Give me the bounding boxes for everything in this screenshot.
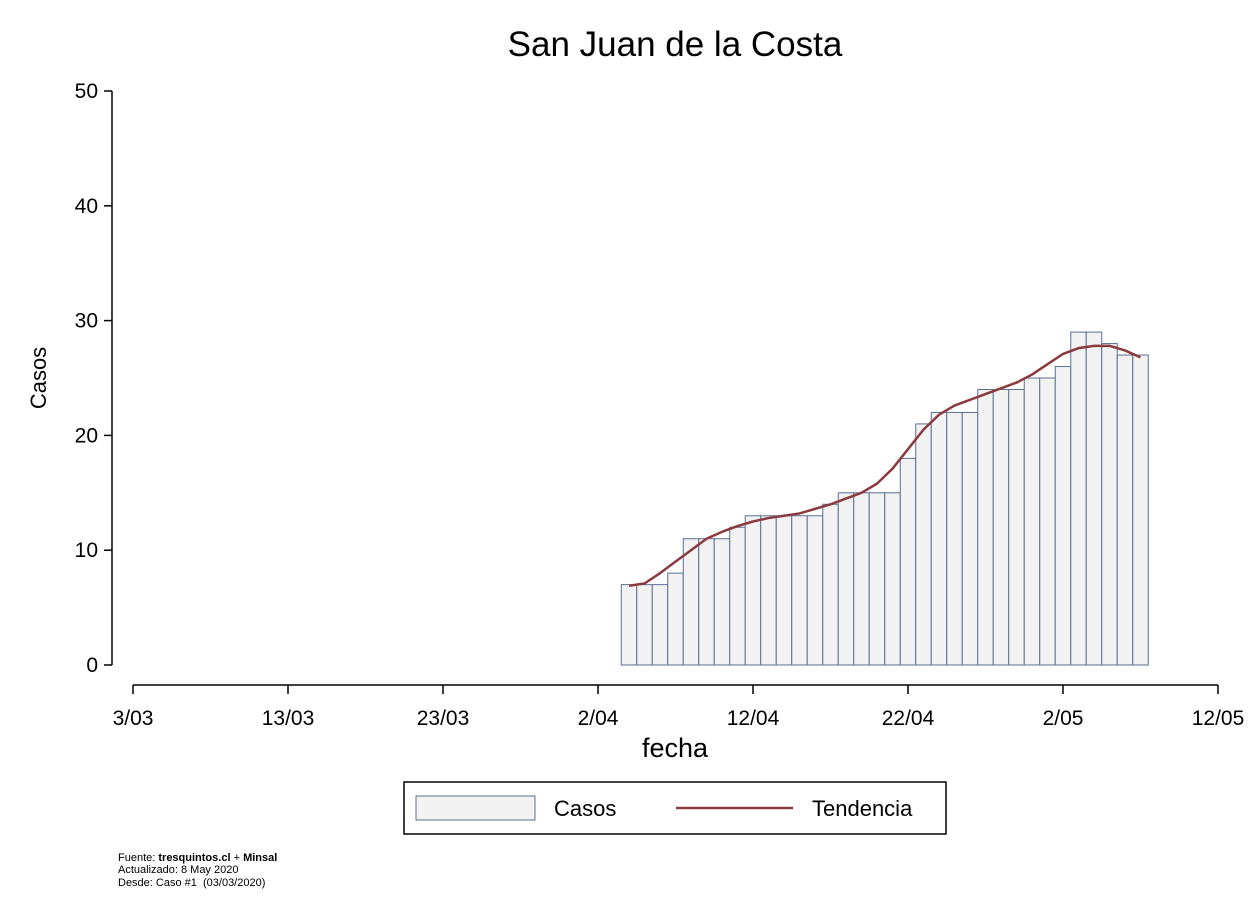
bar <box>1132 354 1149 666</box>
bar <box>837 492 855 666</box>
bar <box>1039 377 1056 666</box>
bar <box>651 584 669 666</box>
y-tick-label: 50 <box>75 80 98 103</box>
bar <box>946 411 963 666</box>
bar <box>915 423 932 666</box>
bar <box>760 515 777 666</box>
bar <box>930 411 948 666</box>
bar <box>729 526 746 666</box>
bar <box>806 515 824 666</box>
bar <box>791 515 808 666</box>
bar <box>822 503 839 666</box>
bar <box>636 584 653 666</box>
bar <box>853 492 870 666</box>
bar <box>698 538 715 666</box>
bar <box>744 515 762 666</box>
y-tick-label: 40 <box>75 195 98 218</box>
y-tick-label: 10 <box>75 539 98 562</box>
bar <box>1101 343 1118 666</box>
footer-source-sep: + <box>234 852 240 864</box>
chart-title: San Juan de la Costa <box>508 25 843 64</box>
bar <box>1054 366 1072 666</box>
bar <box>961 411 979 666</box>
bar <box>884 492 901 666</box>
bar <box>1008 388 1025 666</box>
legend-label: Casos <box>554 796 616 821</box>
bar <box>992 388 1010 666</box>
trend-line <box>628 344 1142 588</box>
footer-source-org: Minsal <box>243 852 277 864</box>
y-tick-label: 20 <box>75 424 98 447</box>
footer-source-site: tresquintos.cl <box>158 852 230 864</box>
x-tick-label: 2/05 <box>1043 707 1084 730</box>
legend-label: Tendencia <box>812 796 913 821</box>
bar <box>1085 331 1103 666</box>
bar <box>667 572 684 666</box>
x-axis-label: fecha <box>642 733 709 763</box>
footer-updated: Actualizado: 8 May 2020 <box>118 864 238 876</box>
bar <box>1070 331 1087 666</box>
bar <box>1116 354 1134 666</box>
x-tick-label: 3/03 <box>113 707 154 730</box>
bar <box>620 584 638 666</box>
y-tick-label: 30 <box>75 310 98 333</box>
footer-source-label: Fuente: <box>118 852 155 864</box>
bar <box>899 457 917 666</box>
footer-source: Fuente: tresquintos.cl + Minsal <box>118 852 277 864</box>
bar <box>775 515 793 666</box>
y-tick-label: 0 <box>86 654 98 677</box>
footer-since: Desde: Caso #1 (03/03/2020) <box>118 877 265 889</box>
x-tick-label: 13/03 <box>262 707 315 730</box>
x-tick-label: 22/04 <box>882 707 935 730</box>
bar <box>682 538 700 666</box>
y-axis-label: Casos <box>26 347 51 409</box>
x-tick-label: 12/04 <box>727 707 780 730</box>
x-tick-label: 23/03 <box>417 707 470 730</box>
legend-swatch <box>415 795 536 821</box>
bar <box>713 538 731 666</box>
x-tick-label: 2/04 <box>578 707 619 730</box>
bar <box>868 492 886 666</box>
bar <box>977 388 994 666</box>
bar <box>1023 377 1041 666</box>
x-tick-label: 12/05 <box>1192 707 1245 730</box>
